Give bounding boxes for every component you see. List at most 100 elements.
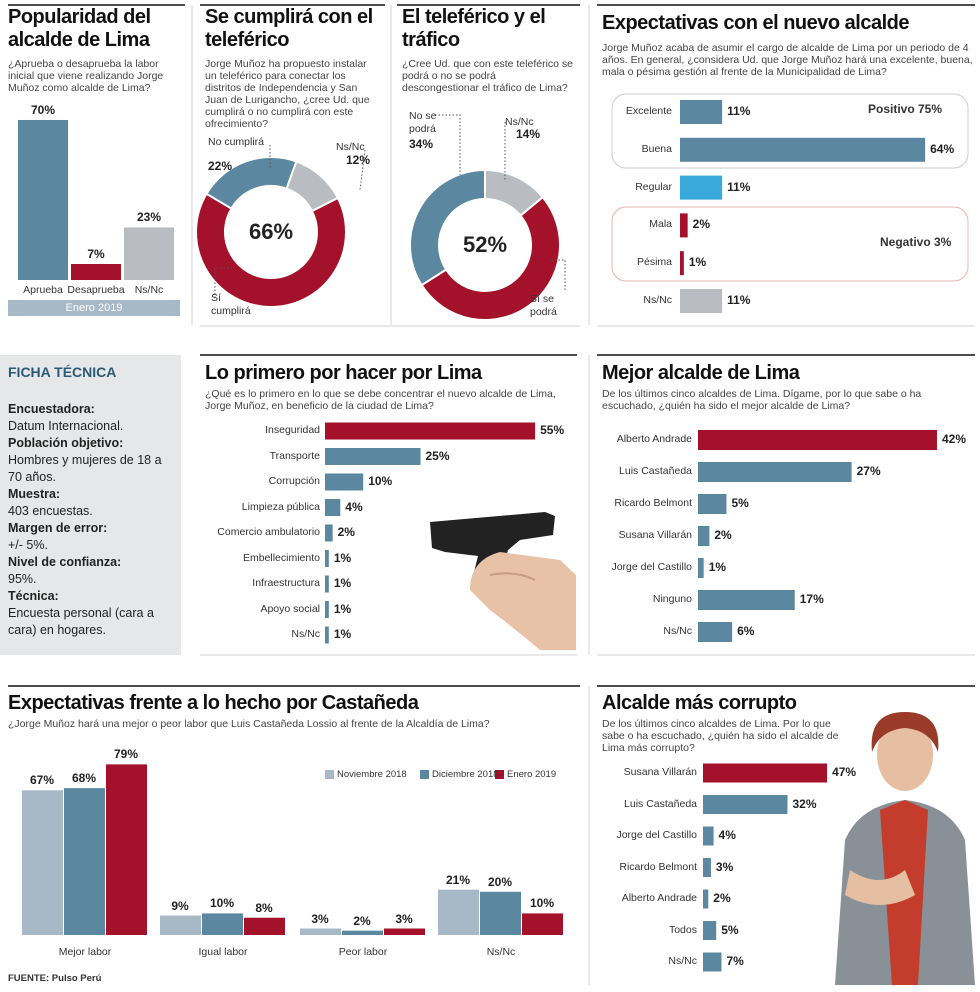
value-label: 64%: [930, 141, 955, 156]
gun-illustration: [430, 512, 576, 650]
leader-line: [435, 114, 461, 175]
ficha-label: Población objetivo:: [8, 436, 124, 450]
value-label: 6%: [737, 624, 755, 638]
panel-title: Expectativas frente a lo hecho por Casta…: [8, 692, 419, 714]
bar: [703, 826, 714, 846]
panel-title: Se cumplirá con el teleférico: [205, 6, 373, 51]
value-label: 1%: [333, 576, 352, 590]
bar: [680, 100, 723, 124]
value-label: 2%: [713, 891, 731, 905]
value-label: 1%: [333, 627, 352, 641]
value-label: 1%: [333, 550, 352, 565]
bar: [680, 251, 684, 276]
panel-subtitle: ¿Aprueba o desaprueba la labor inicial q…: [8, 58, 164, 94]
value-label: 21%: [445, 872, 471, 887]
panel-subtitle: De los últimos cinco alcaldes de Lima. D…: [602, 388, 922, 412]
person-illustration: [835, 712, 975, 985]
value-label: 23%: [136, 210, 162, 225]
category-label: Pésima: [636, 256, 672, 269]
value-label: 55%: [540, 423, 565, 437]
legend-swatch: [325, 770, 334, 779]
value-label: 34%: [409, 137, 434, 151]
ficha-label: Encuestadora:: [8, 402, 95, 416]
category-label: Limpieza pública: [241, 500, 320, 513]
category-label: Luis Castañeda: [619, 465, 692, 477]
value-label: 68%: [71, 771, 97, 786]
value-label: 7%: [726, 954, 744, 968]
value-label: 11%: [727, 104, 751, 118]
bar: [325, 626, 329, 644]
group-annotation: Negativo 3%: [880, 235, 952, 249]
bar: [703, 763, 828, 783]
category-label: No se podrá: [409, 110, 437, 135]
category-label: Ns/Nc: [663, 625, 692, 637]
panel-subtitle: ¿Qué es lo primero en lo que se debe con…: [205, 388, 556, 412]
ficha-text: 95%.: [8, 572, 37, 586]
category-label: Todos: [668, 923, 697, 936]
category-label: Sí se podrá: [530, 293, 557, 318]
value-label: 70%: [30, 102, 56, 117]
panel-subtitle: De los últimos cinco alcaldes de Lima. P…: [602, 718, 839, 754]
bar: [325, 422, 536, 440]
value-label: 5%: [731, 496, 749, 510]
separators: [8, 4, 975, 687]
group-annotation: Positivo 75%: [868, 102, 943, 116]
category-label: Mala: [649, 218, 672, 231]
category-label: Infraestructura: [252, 577, 320, 589]
value-label: 1%: [708, 560, 727, 574]
negative-box: [611, 206, 969, 282]
category-label: Ns/Nc: [291, 628, 320, 640]
panel-subtitle: ¿Cree Ud. que con este teleférico se pod…: [402, 58, 574, 94]
category-label: Aprueba: [23, 284, 63, 296]
bar: [325, 575, 329, 593]
bar: [325, 524, 333, 542]
ficha-label: Nivel de confianza:: [8, 555, 122, 569]
ficha-tecnica: FICHA TÉCNICA Encuestadora: Datum Internac…: [8, 364, 176, 639]
value-label: 11%: [727, 179, 751, 194]
value-label: 10%: [529, 896, 555, 911]
value-label: 42%: [941, 432, 966, 446]
bar: [698, 430, 937, 450]
legend-label: Diciembre 2018: [432, 769, 499, 780]
footnote: Enero 2019: [65, 302, 123, 314]
bar: [698, 462, 852, 482]
panel-subtitle: ¿Jorge Muñoz hará una mejor o peor labor…: [8, 718, 490, 730]
category-label: Luis Castañeda: [624, 797, 697, 810]
bar: [698, 590, 795, 610]
panel-title: Mejor alcalde de Lima: [602, 362, 800, 384]
bar: [703, 889, 709, 909]
bar: [325, 499, 341, 516]
value-label: 20%: [487, 874, 513, 889]
panel-subtitle: Jorge Muñoz acaba de asumir el cargo de …: [602, 42, 973, 78]
value-label: 2%: [337, 525, 355, 539]
category-label: Mejor labor: [58, 946, 112, 958]
value-label: 1%: [333, 601, 352, 616]
ficha-title: FICHA TÉCNICA: [8, 364, 117, 380]
ficha-text: Encuesta personal (cara a cara) en hogar…: [8, 606, 154, 637]
leader-line: [550, 259, 566, 290]
value-label: 9%: [171, 898, 189, 913]
category-label: Ns/Nc: [486, 946, 516, 958]
category-label: Alberto Andrade: [621, 892, 697, 904]
category-label: Alberto Andrade: [616, 433, 692, 445]
bar: [680, 175, 723, 200]
bar: [160, 915, 201, 935]
panel-title: Lo primero por hacer por Lima: [205, 362, 482, 384]
panel-title: Alcalde más corrupto: [602, 692, 797, 714]
dividers: [191, 5, 975, 985]
footnote-band: [8, 300, 180, 316]
value-label: 3%: [311, 911, 329, 926]
bar: [703, 858, 711, 877]
bar: [680, 289, 723, 313]
donut-segment: [195, 192, 347, 308]
bar: [480, 891, 521, 935]
bar: [71, 263, 121, 280]
category-label: Desaprueba: [67, 284, 125, 296]
positive-box: [611, 93, 969, 169]
bar: [22, 790, 63, 935]
category-label: No cumplirá: [208, 136, 265, 148]
value-label: 17%: [799, 592, 824, 606]
bar: [384, 928, 425, 935]
